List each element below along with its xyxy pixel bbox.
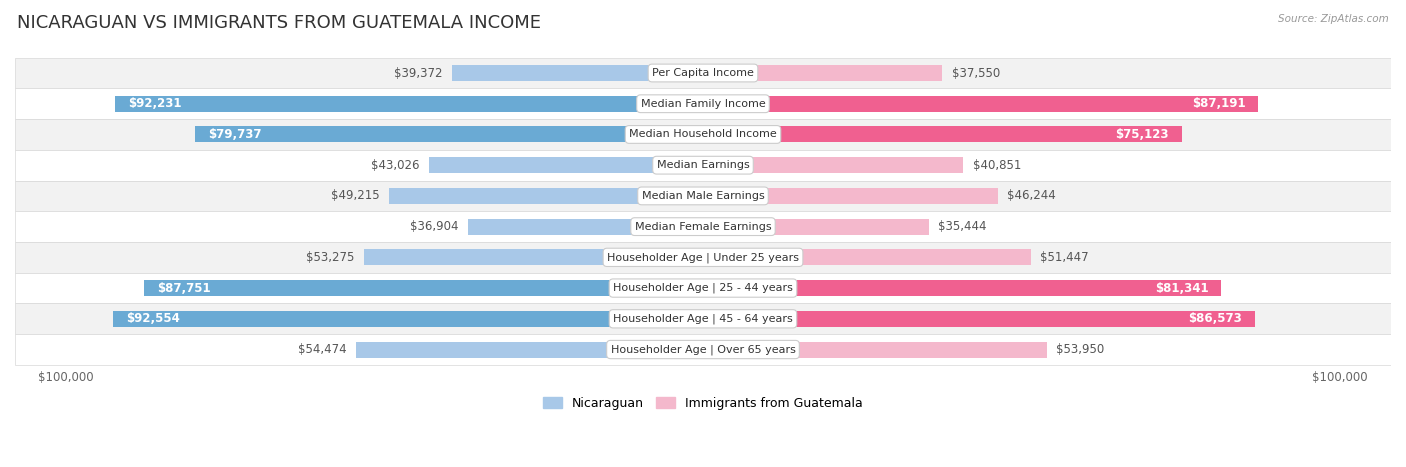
Text: $37,550: $37,550: [952, 66, 1000, 79]
Bar: [15, 304, 1391, 334]
Text: $87,191: $87,191: [1192, 97, 1246, 110]
Text: $51,447: $51,447: [1040, 251, 1088, 264]
Text: Source: ZipAtlas.com: Source: ZipAtlas.com: [1278, 14, 1389, 24]
Bar: [703, 219, 929, 234]
Bar: [703, 311, 1254, 327]
Text: $49,215: $49,215: [332, 190, 380, 202]
Bar: [15, 273, 1391, 304]
Text: $92,554: $92,554: [127, 312, 180, 325]
Bar: [389, 188, 703, 204]
Bar: [703, 341, 1046, 358]
Bar: [115, 96, 703, 112]
Bar: [15, 150, 1391, 181]
Text: $87,751: $87,751: [156, 282, 211, 295]
Bar: [453, 65, 703, 81]
Legend: Nicaraguan, Immigrants from Guatemala: Nicaraguan, Immigrants from Guatemala: [538, 392, 868, 415]
Text: $53,950: $53,950: [1056, 343, 1105, 356]
Text: $36,904: $36,904: [411, 220, 458, 233]
Bar: [703, 280, 1222, 296]
Bar: [356, 341, 703, 358]
Text: Householder Age | 25 - 44 years: Householder Age | 25 - 44 years: [613, 283, 793, 293]
Text: $35,444: $35,444: [938, 220, 987, 233]
Bar: [143, 280, 703, 296]
Bar: [364, 249, 703, 265]
Text: Per Capita Income: Per Capita Income: [652, 68, 754, 78]
Text: $53,275: $53,275: [305, 251, 354, 264]
Bar: [703, 127, 1181, 142]
Text: Median Earnings: Median Earnings: [657, 160, 749, 170]
Bar: [703, 157, 963, 173]
Bar: [15, 88, 1391, 119]
Bar: [703, 249, 1031, 265]
Bar: [15, 242, 1391, 273]
Text: $81,341: $81,341: [1154, 282, 1208, 295]
Text: $54,474: $54,474: [298, 343, 346, 356]
Bar: [15, 334, 1391, 365]
Bar: [15, 119, 1391, 150]
Text: $39,372: $39,372: [394, 66, 443, 79]
Bar: [15, 57, 1391, 88]
Text: $92,231: $92,231: [128, 97, 181, 110]
Text: $86,573: $86,573: [1188, 312, 1241, 325]
Text: Median Household Income: Median Household Income: [628, 129, 778, 140]
Bar: [468, 219, 703, 234]
Text: $40,851: $40,851: [973, 159, 1021, 172]
Text: Householder Age | 45 - 64 years: Householder Age | 45 - 64 years: [613, 313, 793, 324]
Bar: [15, 181, 1391, 211]
Text: $79,737: $79,737: [208, 128, 262, 141]
Text: Householder Age | Under 25 years: Householder Age | Under 25 years: [607, 252, 799, 262]
Text: $43,026: $43,026: [371, 159, 419, 172]
Text: $46,244: $46,244: [1007, 190, 1056, 202]
Text: Median Male Earnings: Median Male Earnings: [641, 191, 765, 201]
Bar: [15, 211, 1391, 242]
Bar: [703, 188, 998, 204]
Bar: [114, 311, 703, 327]
Bar: [429, 157, 703, 173]
Text: Median Family Income: Median Family Income: [641, 99, 765, 109]
Text: $75,123: $75,123: [1115, 128, 1168, 141]
Text: NICARAGUAN VS IMMIGRANTS FROM GUATEMALA INCOME: NICARAGUAN VS IMMIGRANTS FROM GUATEMALA …: [17, 14, 541, 32]
Text: Householder Age | Over 65 years: Householder Age | Over 65 years: [610, 344, 796, 355]
Bar: [703, 96, 1258, 112]
Text: Median Female Earnings: Median Female Earnings: [634, 222, 772, 232]
Bar: [195, 127, 703, 142]
Bar: [703, 65, 942, 81]
